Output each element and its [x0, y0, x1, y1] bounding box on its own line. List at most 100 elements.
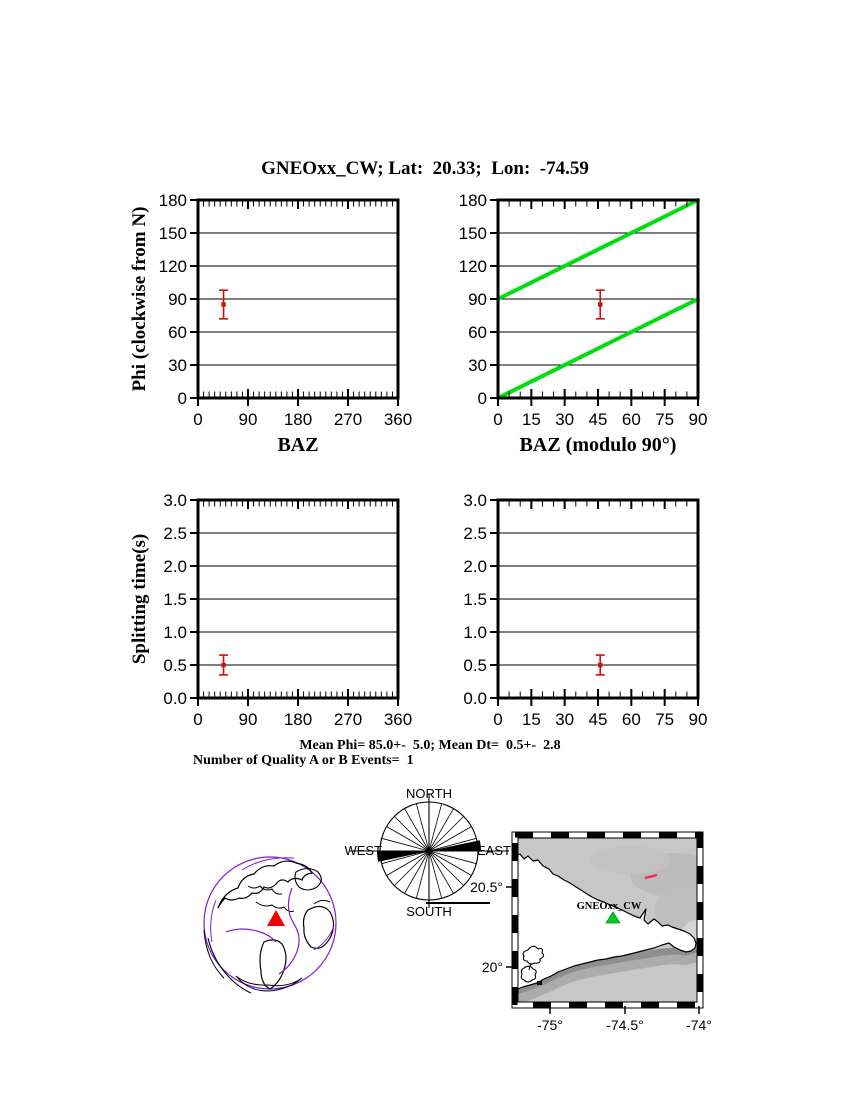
y-tick-label: 0.0 — [463, 689, 487, 708]
x-tick-label: 360 — [384, 710, 412, 729]
globe-map — [203, 856, 337, 994]
y-tick-label: 2.5 — [163, 524, 187, 543]
x-tick-label: 15 — [522, 410, 541, 429]
x-tick-label: 0 — [193, 410, 202, 429]
y-tick-label: 1.0 — [163, 623, 187, 642]
x-tick-label: 45 — [589, 410, 608, 429]
plot-phi-vs-baz-mod90: 0 15 30 45 60 75 90 0 30 60 90 120 150 180 BAZ (modulo… — [459, 191, 708, 456]
y-tick-label: 2.5 — [463, 524, 487, 543]
x-tick-label: 30 — [555, 710, 574, 729]
y-tick-label: 150 — [459, 224, 487, 243]
map-ytick-20p5: 20.5° — [470, 879, 503, 895]
x-tick-label: 45 — [589, 710, 608, 729]
rose-spoke — [428, 826, 472, 852]
station-marker-red-triangle — [267, 910, 285, 926]
y-tick-label: 1.0 — [463, 623, 487, 642]
plot-frame — [196, 498, 400, 700]
y-axis-title: Phi (clockwise from N) — [129, 207, 150, 392]
rose-spoke — [404, 850, 430, 894]
rose-diagram: NORTH SOUTH WEST EAST — [344, 786, 511, 919]
rose-spoke — [381, 850, 430, 865]
y-tick-label: 60 — [468, 323, 487, 342]
x-axis-title: BAZ (modulo 90°) — [520, 434, 677, 456]
plot-dt-vs-baz: 0 90 180 270 360 0.0 0.5 1.0 1.5 2.0 2.5 3.0 Splitti… — [129, 491, 412, 729]
map-dot — [537, 981, 542, 985]
y-tick-label: 90 — [168, 290, 187, 309]
rose-spoke — [386, 826, 430, 852]
y-tick-label: 30 — [468, 356, 487, 375]
plot-frame — [196, 198, 400, 400]
cuba-landmass — [516, 853, 697, 991]
y-tick-label: 120 — [459, 257, 487, 276]
bathymetry-shading — [516, 948, 699, 1004]
x-tick-label: 0 — [493, 710, 502, 729]
station-label: GNEOxx_CW — [577, 901, 642, 912]
x-tick-label: 360 — [384, 410, 412, 429]
y-tick-label: 0.0 — [163, 689, 187, 708]
y-tick-label: 30 — [168, 356, 187, 375]
y-tick-label: 2.0 — [163, 557, 187, 576]
x-axis-title: BAZ — [277, 434, 318, 456]
rose-spoke — [415, 850, 430, 899]
y-tick-label: 120 — [159, 257, 187, 276]
x-tick-label: 270 — [334, 710, 362, 729]
x-tick-label: 90 — [689, 710, 708, 729]
rose-label-south: SOUTH — [406, 904, 452, 919]
regional-map-inset: GNEOxx_CW 20.5° 20° -75° -74.5° -74° — [470, 831, 712, 1033]
rose-spoke — [428, 837, 477, 852]
null-direction-line — [496, 198, 700, 301]
rose-spoke — [415, 803, 430, 852]
x-tick-label: 15 — [522, 710, 541, 729]
y-tick-label: 0.5 — [163, 656, 187, 675]
map-xtick-m75: -75° — [537, 1017, 563, 1033]
y-tick-label: 3.0 — [463, 491, 487, 510]
y-tick-label: 90 — [468, 290, 487, 309]
rose-spoke — [404, 808, 430, 852]
mean-values-text: Mean Phi= 85.0+- 5.0; Mean Dt= 0.5+- 2.8 — [299, 738, 561, 753]
x-tick-label: 75 — [655, 410, 674, 429]
y-tick-label: 0.5 — [463, 656, 487, 675]
map-ytick-20: 20° — [482, 959, 503, 975]
y-tick-label: 180 — [159, 191, 187, 210]
rose-spoke — [386, 850, 430, 876]
rose-label-north: NORTH — [406, 786, 452, 801]
globe-inset — [203, 856, 337, 994]
y-tick-label: 3.0 — [163, 491, 187, 510]
rose-spoke — [428, 850, 477, 865]
x-tick-label: 180 — [284, 410, 312, 429]
page-title: GNEOxx_CW; Lat: 20.33; Lon: -74.59 — [261, 158, 589, 179]
y-tick-label: 0 — [478, 389, 487, 408]
y-axis-title: Splitting time(s) — [129, 534, 150, 664]
x-tick-label: 270 — [334, 410, 362, 429]
rose-fast-direction-wedge — [429, 840, 481, 851]
x-tick-label: 90 — [239, 410, 258, 429]
rose-spoke — [394, 850, 430, 886]
y-tick-label: 0 — [178, 389, 187, 408]
data-point — [598, 662, 603, 668]
rose-fast-direction-wedge — [377, 851, 429, 862]
rose-spoke — [428, 850, 454, 894]
rose-spoke — [394, 816, 430, 852]
splitting-vector-dash — [644, 873, 658, 880]
plot-phi-vs-baz: 0 90 180 270 360 0 30 60 90 120 150 180 BAZ Phi (cloc… — [129, 191, 412, 456]
x-tick-label: 75 — [655, 710, 674, 729]
rose-spoke — [428, 850, 464, 886]
rose-label-east: EAST — [477, 843, 511, 858]
x-tick-label: 90 — [239, 710, 258, 729]
data-point — [598, 302, 603, 307]
rose-spoke — [428, 816, 464, 852]
map-xtick-m74: -74° — [686, 1017, 712, 1033]
rose-spoke — [381, 837, 430, 852]
rose-spoke — [428, 803, 443, 852]
plot-frame — [496, 198, 700, 400]
plot-dt-vs-baz-mod90: 0 15 30 45 60 75 90 0.0 0.5 1.0 1.5 2.0 2.5 3.0 — [463, 491, 708, 729]
y-tick-label: 2.0 — [463, 557, 487, 576]
x-tick-label: 60 — [622, 410, 641, 429]
map-frame — [511, 831, 704, 1009]
x-tick-label: 30 — [555, 410, 574, 429]
x-tick-label: 180 — [284, 710, 312, 729]
y-tick-label: 150 — [159, 224, 187, 243]
y-tick-label: 1.5 — [163, 590, 187, 609]
rose-label-west: WEST — [344, 843, 382, 858]
